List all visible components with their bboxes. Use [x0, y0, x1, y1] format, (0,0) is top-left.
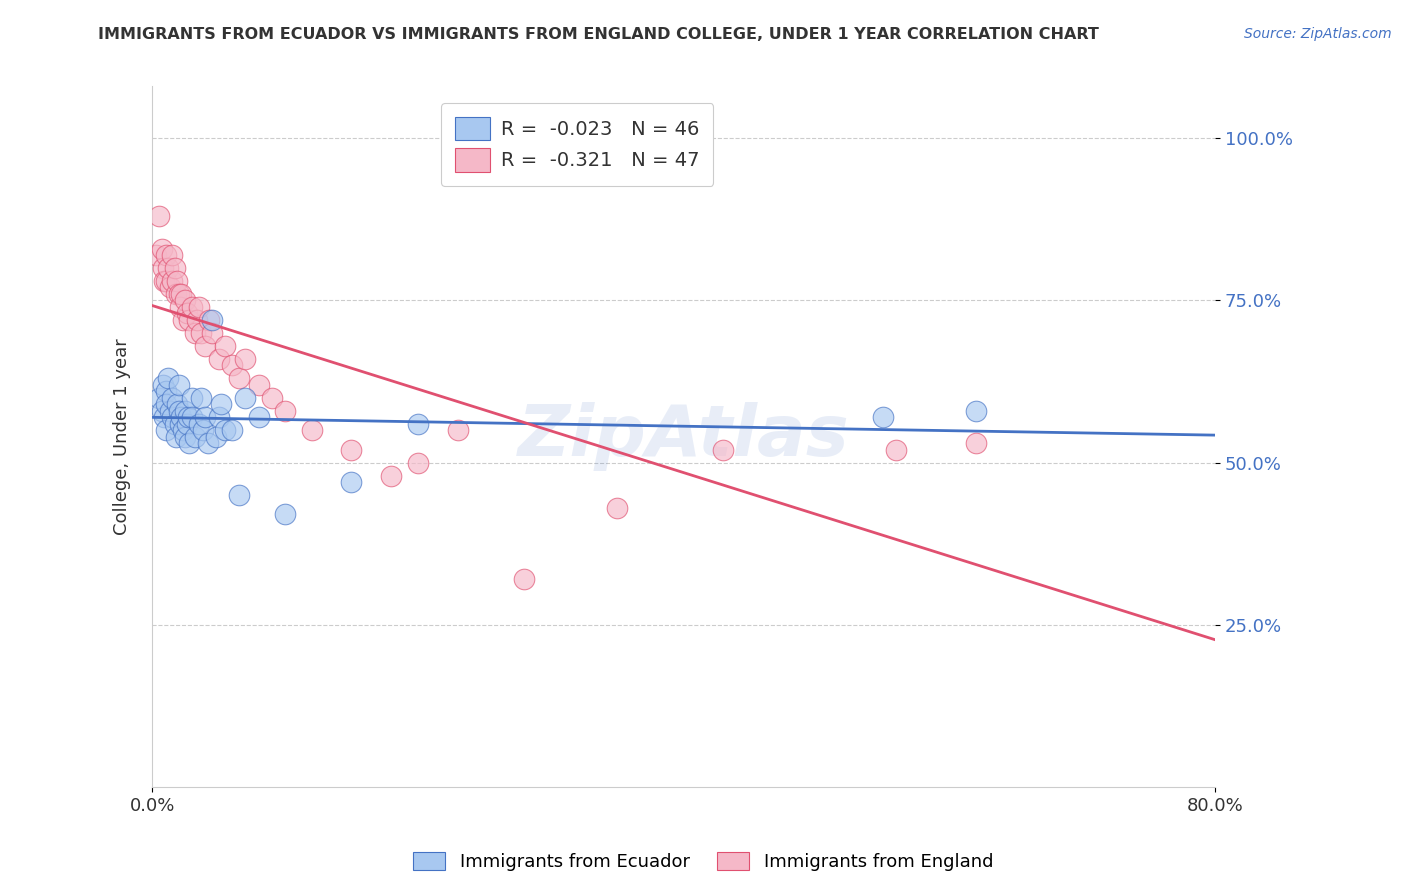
- Point: [167, 377, 190, 392]
- Point: [157, 260, 180, 275]
- Point: [160, 274, 183, 288]
- Point: [184, 326, 207, 340]
- Y-axis label: College, Under 1 year: College, Under 1 year: [114, 338, 131, 535]
- Point: [163, 417, 186, 431]
- Point: [965, 403, 987, 417]
- Point: [163, 260, 186, 275]
- Point: [155, 248, 177, 262]
- Text: Source: ZipAtlas.com: Source: ZipAtlas.com: [1244, 27, 1392, 41]
- Point: [150, 403, 173, 417]
- Point: [181, 300, 204, 314]
- Point: [214, 339, 236, 353]
- Point: [174, 403, 197, 417]
- Point: [181, 410, 204, 425]
- Point: [179, 313, 201, 327]
- Point: [274, 508, 297, 522]
- Point: [187, 417, 209, 431]
- Point: [190, 326, 212, 340]
- Point: [274, 403, 297, 417]
- Point: [153, 274, 176, 288]
- Point: [169, 300, 191, 314]
- Point: [165, 429, 187, 443]
- Point: [155, 384, 177, 399]
- Point: [148, 209, 170, 223]
- Point: [176, 306, 198, 320]
- Point: [181, 391, 204, 405]
- Point: [167, 286, 190, 301]
- Point: [260, 391, 283, 405]
- Point: [872, 410, 894, 425]
- Point: [247, 377, 270, 392]
- Point: [166, 274, 188, 288]
- Point: [208, 410, 231, 425]
- Point: [340, 475, 363, 489]
- Point: [201, 326, 224, 340]
- Point: [165, 286, 187, 301]
- Point: [157, 371, 180, 385]
- Point: [159, 403, 181, 417]
- Point: [208, 351, 231, 366]
- Point: [170, 410, 193, 425]
- Point: [184, 429, 207, 443]
- Point: [159, 280, 181, 294]
- Point: [406, 417, 429, 431]
- Point: [169, 417, 191, 431]
- Point: [247, 410, 270, 425]
- Point: [340, 442, 363, 457]
- Point: [197, 436, 219, 450]
- Point: [160, 391, 183, 405]
- Point: [965, 436, 987, 450]
- Point: [155, 274, 177, 288]
- Point: [221, 423, 243, 437]
- Point: [301, 423, 323, 437]
- Point: [201, 313, 224, 327]
- Point: [145, 248, 167, 262]
- Legend: R =  -0.023   N = 46, R =  -0.321   N = 47: R = -0.023 N = 46, R = -0.321 N = 47: [441, 103, 713, 186]
- Point: [172, 313, 194, 327]
- Point: [186, 313, 208, 327]
- Point: [150, 242, 173, 256]
- Point: [205, 429, 228, 443]
- Point: [152, 377, 174, 392]
- Point: [153, 410, 176, 425]
- Point: [380, 468, 402, 483]
- Point: [166, 397, 188, 411]
- Point: [198, 313, 221, 327]
- Point: [160, 410, 183, 425]
- Point: [176, 417, 198, 431]
- Point: [233, 351, 256, 366]
- Point: [606, 500, 628, 515]
- Point: [174, 429, 197, 443]
- Point: [209, 397, 232, 411]
- Point: [214, 423, 236, 437]
- Point: [172, 423, 194, 437]
- Point: [190, 391, 212, 405]
- Point: [174, 293, 197, 308]
- Point: [447, 423, 470, 437]
- Point: [160, 248, 183, 262]
- Point: [167, 403, 190, 417]
- Point: [221, 358, 243, 372]
- Point: [194, 410, 217, 425]
- Point: [179, 436, 201, 450]
- Point: [155, 423, 177, 437]
- Point: [713, 442, 735, 457]
- Point: [228, 371, 250, 385]
- Text: ZipAtlas: ZipAtlas: [517, 402, 849, 471]
- Point: [513, 572, 536, 586]
- Point: [170, 286, 193, 301]
- Point: [191, 423, 214, 437]
- Point: [406, 456, 429, 470]
- Point: [194, 339, 217, 353]
- Point: [233, 391, 256, 405]
- Point: [187, 300, 209, 314]
- Point: [152, 260, 174, 275]
- Point: [884, 442, 907, 457]
- Point: [228, 488, 250, 502]
- Point: [177, 410, 200, 425]
- Point: [155, 397, 177, 411]
- Legend: Immigrants from Ecuador, Immigrants from England: Immigrants from Ecuador, Immigrants from…: [405, 845, 1001, 879]
- Text: IMMIGRANTS FROM ECUADOR VS IMMIGRANTS FROM ENGLAND COLLEGE, UNDER 1 YEAR CORRELA: IMMIGRANTS FROM ECUADOR VS IMMIGRANTS FR…: [98, 27, 1099, 42]
- Point: [148, 391, 170, 405]
